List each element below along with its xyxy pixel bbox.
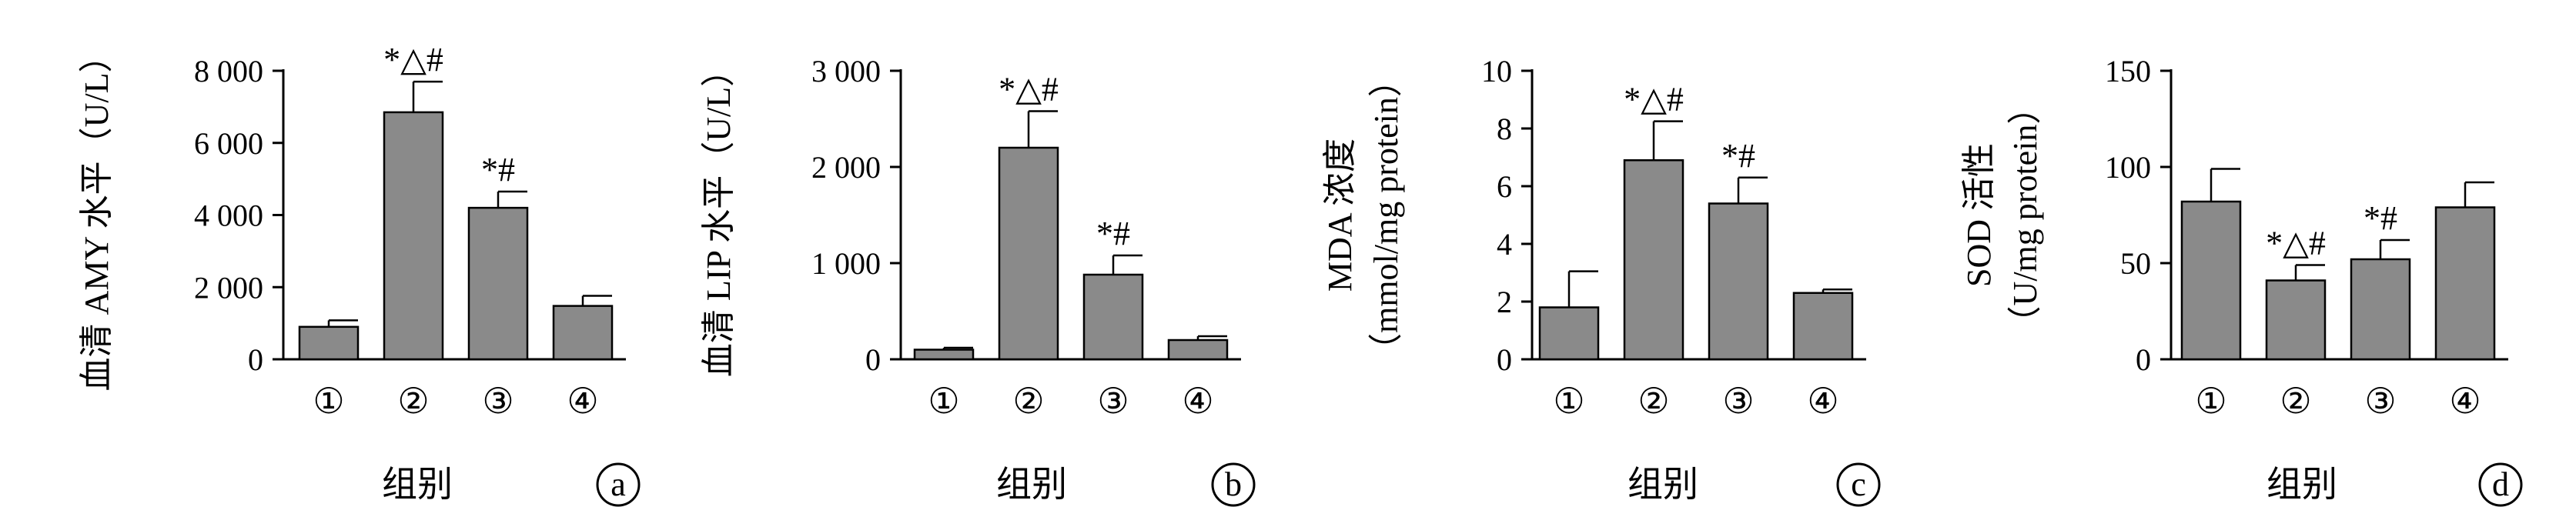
- bar: [1167, 339, 1229, 361]
- panel-label-circle: [1211, 462, 1256, 507]
- y-tick-label: 8: [1497, 112, 1512, 146]
- y-tick-label: 0: [1497, 342, 1512, 377]
- y-tick-label: 4: [1497, 227, 1512, 262]
- x-tick-label: ③: [2364, 382, 2396, 421]
- x-tick-label: ③: [1722, 382, 1754, 421]
- x-tick-label: ②: [1638, 382, 1669, 421]
- y-axis-label: SOD 活性: [1960, 143, 1998, 287]
- x-tick-label: ②: [2280, 382, 2311, 421]
- panel-label: a: [611, 465, 626, 503]
- bar: [1082, 273, 1144, 361]
- significance-label: *△#: [2266, 225, 2326, 262]
- significance-label: *△#: [383, 41, 443, 78]
- y-axis-label: 血清 AMY 水平（U/L）: [78, 39, 115, 392]
- x-tick-label: ④: [2449, 382, 2481, 421]
- y-tick-label: 8 000: [194, 54, 263, 88]
- x-tick-label: ③: [482, 382, 514, 421]
- x-tick-label: ④: [1807, 382, 1838, 421]
- panel-a: 0 2 000 4 000 6 000 8 000 ① *△# ② *# ③ ④ 血清 AMY 水平（…: [78, 39, 641, 507]
- y-tick-label: 4 000: [194, 198, 263, 233]
- y-axis-label: MDA 浓度: [1321, 138, 1359, 292]
- bar: [1538, 306, 1600, 361]
- x-axis-label: 组别: [996, 463, 1067, 505]
- y-tick-label: 3 000: [811, 54, 881, 88]
- bar: [2350, 258, 2411, 361]
- x-tick-label: ②: [1012, 382, 1044, 421]
- panel-label: c: [1851, 465, 1866, 503]
- significance-label: *#: [1721, 137, 1755, 175]
- bar: [2265, 279, 2327, 361]
- bar: [1708, 202, 1769, 361]
- y-tick-label: 150: [2105, 54, 2151, 88]
- bar: [913, 349, 975, 361]
- bar: [298, 325, 360, 361]
- bar: [998, 146, 1059, 361]
- y-tick-label: 0: [865, 342, 881, 377]
- significance-label: *△#: [999, 71, 1059, 108]
- significance-label: *#: [481, 151, 515, 188]
- bar: [1623, 159, 1684, 361]
- y-tick-label: 1 000: [811, 246, 881, 281]
- bar: [2180, 200, 2242, 361]
- x-axis-label: 组别: [1628, 463, 1698, 505]
- x-tick-label: ④: [567, 382, 598, 421]
- y-axis-label: （mmol/mg protein）: [1367, 63, 1405, 367]
- x-tick-label: ②: [397, 382, 429, 421]
- x-tick-label: ①: [313, 382, 344, 421]
- bar: [552, 305, 614, 361]
- bar: [2434, 206, 2496, 361]
- x-axis-label: 组别: [2267, 463, 2337, 505]
- y-tick-label: 10: [1481, 54, 1512, 88]
- panel-c: 0 2 4 6 8 10 ① *△# ② *# ③ ④ MDA 浓度 （mmol/mg protein） 组…: [1321, 54, 1881, 507]
- x-tick-label: ①: [928, 382, 959, 421]
- x-tick-label: ①: [2195, 382, 2226, 421]
- panel-b: 0 1 000 2 000 3 000 ① *△# ② *# ③ ④ 血清 LIP 水平（U/L） 组…: [700, 53, 1256, 507]
- x-tick-label: ①: [1553, 382, 1584, 421]
- y-tick-label: 2: [1497, 285, 1512, 319]
- bar: [467, 206, 529, 361]
- x-tick-label: ③: [1097, 382, 1129, 421]
- panel-label-circle: [596, 462, 641, 507]
- significance-label: *#: [2364, 199, 2397, 237]
- y-tick-label: 6 000: [194, 126, 263, 161]
- panel-d: 0 50 100 150 ① *△# ② *# ③ ④ SOD 活性 （U/mg protein） 组别…: [1960, 54, 2523, 507]
- panel-label: b: [1225, 465, 1242, 503]
- y-tick-label: 0: [248, 342, 263, 377]
- significance-label: *△#: [1624, 81, 1684, 118]
- significance-label: *#: [1096, 215, 1130, 252]
- panel-label: d: [2492, 465, 2509, 503]
- panel-label-circle: [2478, 462, 2523, 507]
- y-tick-label: 2 000: [811, 150, 881, 185]
- y-tick-label: 100: [2105, 150, 2151, 185]
- bar: [383, 111, 444, 361]
- y-axis-label: 血清 LIP 水平（U/L）: [700, 53, 738, 377]
- x-tick-label: ④: [1182, 382, 1213, 421]
- bar: [1792, 292, 1854, 361]
- panel-label-circle: [1836, 462, 1881, 507]
- y-tick-label: 6: [1497, 169, 1512, 204]
- y-tick-label: 50: [2120, 246, 2151, 281]
- y-axis-label: （U/mg protein）: [2006, 91, 2044, 340]
- y-tick-label: 2 000: [194, 270, 263, 305]
- y-tick-label: 0: [2136, 342, 2151, 377]
- x-axis-label: 组别: [382, 463, 453, 505]
